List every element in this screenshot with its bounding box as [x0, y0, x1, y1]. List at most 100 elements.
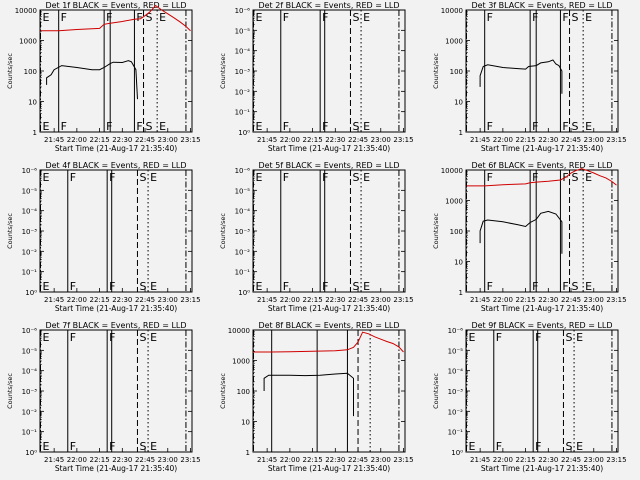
marker-label-top: F: [496, 331, 502, 344]
x-axis-label: Start Time (21-Aug-17 21:35:40): [481, 464, 603, 473]
y-tick-label: 10⁻¹: [22, 429, 38, 437]
series-lld-line: [40, 4, 191, 32]
plot-frame: [465, 9, 619, 133]
marker-label: F: [487, 120, 493, 133]
y-tick-label: 10⁰: [238, 129, 250, 137]
x-tick-label: 22:30: [112, 136, 132, 144]
y-tick-label: 10⁻⁵: [235, 27, 251, 35]
marker-label-top: S: [146, 11, 153, 24]
marker-label: E: [43, 280, 50, 293]
x-tick-label: 22:00: [280, 456, 300, 464]
y-tick-label: 10⁻³: [235, 68, 251, 76]
x-axis-label: Start Time (21-Aug-17 21:35:40): [268, 304, 390, 313]
x-axis-label: Start Time (21-Aug-17 21:35:40): [55, 304, 177, 313]
marker-label: F: [562, 120, 568, 133]
marker-label-top: E: [469, 331, 476, 344]
y-tick-label: 100: [450, 228, 463, 236]
x-tick-label: 23:15: [180, 136, 200, 144]
marker-label: E: [585, 120, 592, 133]
x-tick-label: 23:15: [393, 456, 413, 464]
y-tick-label: 10⁰: [451, 449, 463, 457]
marker-label-top: S: [565, 331, 572, 344]
x-tick-label: 22:30: [112, 456, 132, 464]
marker-label-top: E: [256, 11, 263, 24]
y-tick-label: 100: [237, 388, 250, 396]
marker-label-top: F: [70, 331, 76, 344]
y-tick-label: 10⁰: [25, 449, 37, 457]
y-tick-label: 10000: [228, 327, 250, 335]
marker-label: S: [146, 120, 153, 133]
x-tick-label: 22:15: [515, 296, 535, 304]
y-tick-label: 10⁻⁶: [448, 327, 464, 335]
series-events-line: [479, 210, 563, 254]
x-axis-label: Start Time (21-Aug-17 21:35:40): [55, 464, 177, 473]
y-axis-label: Counts/sec: [219, 213, 227, 249]
marker-label: E: [256, 280, 263, 293]
marker-label: F: [496, 440, 502, 453]
marker-label: S: [139, 280, 146, 293]
x-tick-label: 22:45: [135, 456, 155, 464]
y-tick-label: 10⁻⁵: [22, 347, 38, 355]
y-tick-label: 10: [241, 419, 250, 427]
x-tick-label: 22:15: [89, 296, 109, 304]
series-lld-line: [253, 331, 404, 353]
y-tick-label: 10⁻¹: [22, 269, 38, 277]
marker-label: F: [283, 120, 289, 133]
y-tick-label: 1: [33, 129, 37, 137]
chart-title: Det 8f BLACK = Events, RED = LLD: [258, 321, 399, 330]
x-tick-label: 22:45: [561, 456, 581, 464]
marker-label: S: [565, 440, 572, 453]
series-events-line: [46, 60, 138, 100]
y-tick-label: 10⁻²: [235, 88, 251, 96]
x-tick-label: 23:15: [393, 136, 413, 144]
y-tick-label: 10: [454, 99, 463, 107]
y-tick-label: 10⁻³: [22, 388, 38, 396]
marker-label: S: [139, 440, 146, 453]
x-tick-label: 22:00: [67, 456, 87, 464]
marker-label: F: [106, 120, 112, 133]
marker-label: F: [535, 440, 541, 453]
marker-label: E: [43, 440, 50, 453]
marker-label-top: E: [585, 171, 592, 184]
marker-label: F: [70, 280, 76, 293]
marker-label: E: [150, 280, 157, 293]
panel-1: Det 1f BLACK = Events, RED = LLD 1 10 100 10…: [6, 1, 201, 153]
y-tick-label: 10⁻⁴: [235, 48, 251, 56]
marker-label: S: [352, 280, 359, 293]
x-axis-label: Start Time (21-Aug-17 21:35:40): [481, 144, 603, 153]
marker-label-top: E: [159, 11, 166, 24]
panel-3: Det 3f BLACK = Events, RED = LLD 1 10 100 10…: [432, 1, 627, 153]
x-tick-label: 22:15: [302, 296, 322, 304]
marker-label-top: F: [562, 11, 568, 24]
marker-label: E: [256, 120, 263, 133]
y-tick-label: 10⁻⁶: [235, 7, 251, 15]
marker-label: F: [283, 280, 289, 293]
x-tick-label: 22:45: [135, 136, 155, 144]
x-tick-label: 22:30: [538, 456, 558, 464]
y-tick-label: 100: [450, 68, 463, 76]
marker-label: E: [363, 280, 370, 293]
chart-title: Det 7f BLACK = Events, RED = LLD: [45, 321, 186, 330]
x-tick-label: 21:45: [470, 456, 490, 464]
y-axis-label: Counts/sec: [432, 373, 440, 409]
x-tick-label: 23:00: [584, 296, 604, 304]
chart-title: Det 3f BLACK = Events, RED = LLD: [471, 1, 612, 10]
y-tick-label: 10000: [441, 7, 463, 15]
marker-label-top: F: [487, 11, 493, 24]
marker-label: F: [109, 280, 115, 293]
panel-2: Det 2f BLACK = Events, RED = LLD 10⁰ 10⁻¹ 1…: [219, 1, 414, 153]
y-tick-label: 10⁻²: [448, 408, 464, 416]
x-tick-label: 22:45: [348, 456, 368, 464]
y-tick-label: 10000: [441, 167, 463, 175]
x-tick-label: 23:00: [158, 296, 178, 304]
chart-title: Det 2f BLACK = Events, RED = LLD: [258, 1, 399, 10]
y-tick-label: 10⁻²: [235, 248, 251, 256]
marker-label-top: S: [572, 171, 579, 184]
x-tick-label: 22:15: [515, 456, 535, 464]
x-tick-label: 23:15: [180, 296, 200, 304]
x-tick-label: 21:45: [257, 136, 277, 144]
x-tick-label: 22:30: [325, 296, 345, 304]
marker-label-top: F: [109, 171, 115, 184]
marker-label-top: E: [150, 331, 157, 344]
x-tick-label: 23:00: [371, 136, 391, 144]
